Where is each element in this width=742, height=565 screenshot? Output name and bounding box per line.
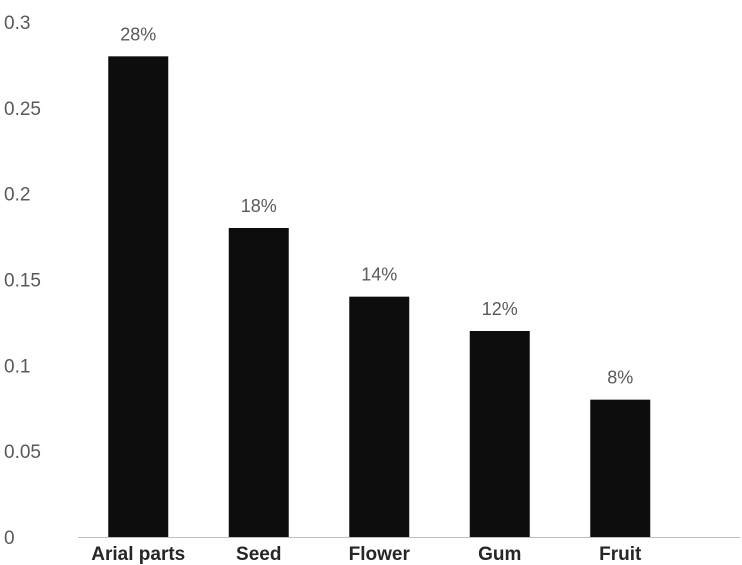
bar (349, 296, 410, 537)
x-category-label: Flower (349, 544, 411, 565)
x-category-label: Seed (236, 544, 281, 565)
category-labels-group: Arial parts Seed Flower Gum Fruit (91, 544, 642, 565)
bar (228, 228, 289, 537)
bar (108, 56, 169, 537)
data-labels-group: 28% 18% 14% 12% 8% (120, 24, 633, 387)
y-tick-label: 0.25 (4, 99, 41, 120)
y-tick-label: 0.1 (4, 356, 30, 377)
y-tick-label: 0.05 (4, 442, 41, 463)
x-category-label: Fruit (599, 544, 642, 565)
y-tick-label: 0 (4, 528, 15, 549)
bars-group (108, 56, 651, 537)
x-category-label: Gum (478, 544, 521, 565)
y-tick-label: 0.3 (4, 13, 30, 34)
bar (469, 331, 530, 537)
bar (590, 399, 651, 537)
bar-data-label: 14% (361, 265, 397, 285)
y-axis-ticks: 0 0.05 0.1 0.15 0.2 0.25 0.3 (4, 13, 41, 549)
bar-data-label: 18% (241, 196, 277, 216)
y-tick-label: 0.15 (4, 271, 41, 292)
y-tick-label: 0.2 (4, 185, 30, 206)
bar-data-label: 12% (482, 299, 518, 319)
bar-data-label: 8% (607, 368, 633, 388)
x-category-label: Arial parts (91, 544, 185, 565)
bar-data-label: 28% (120, 24, 156, 44)
